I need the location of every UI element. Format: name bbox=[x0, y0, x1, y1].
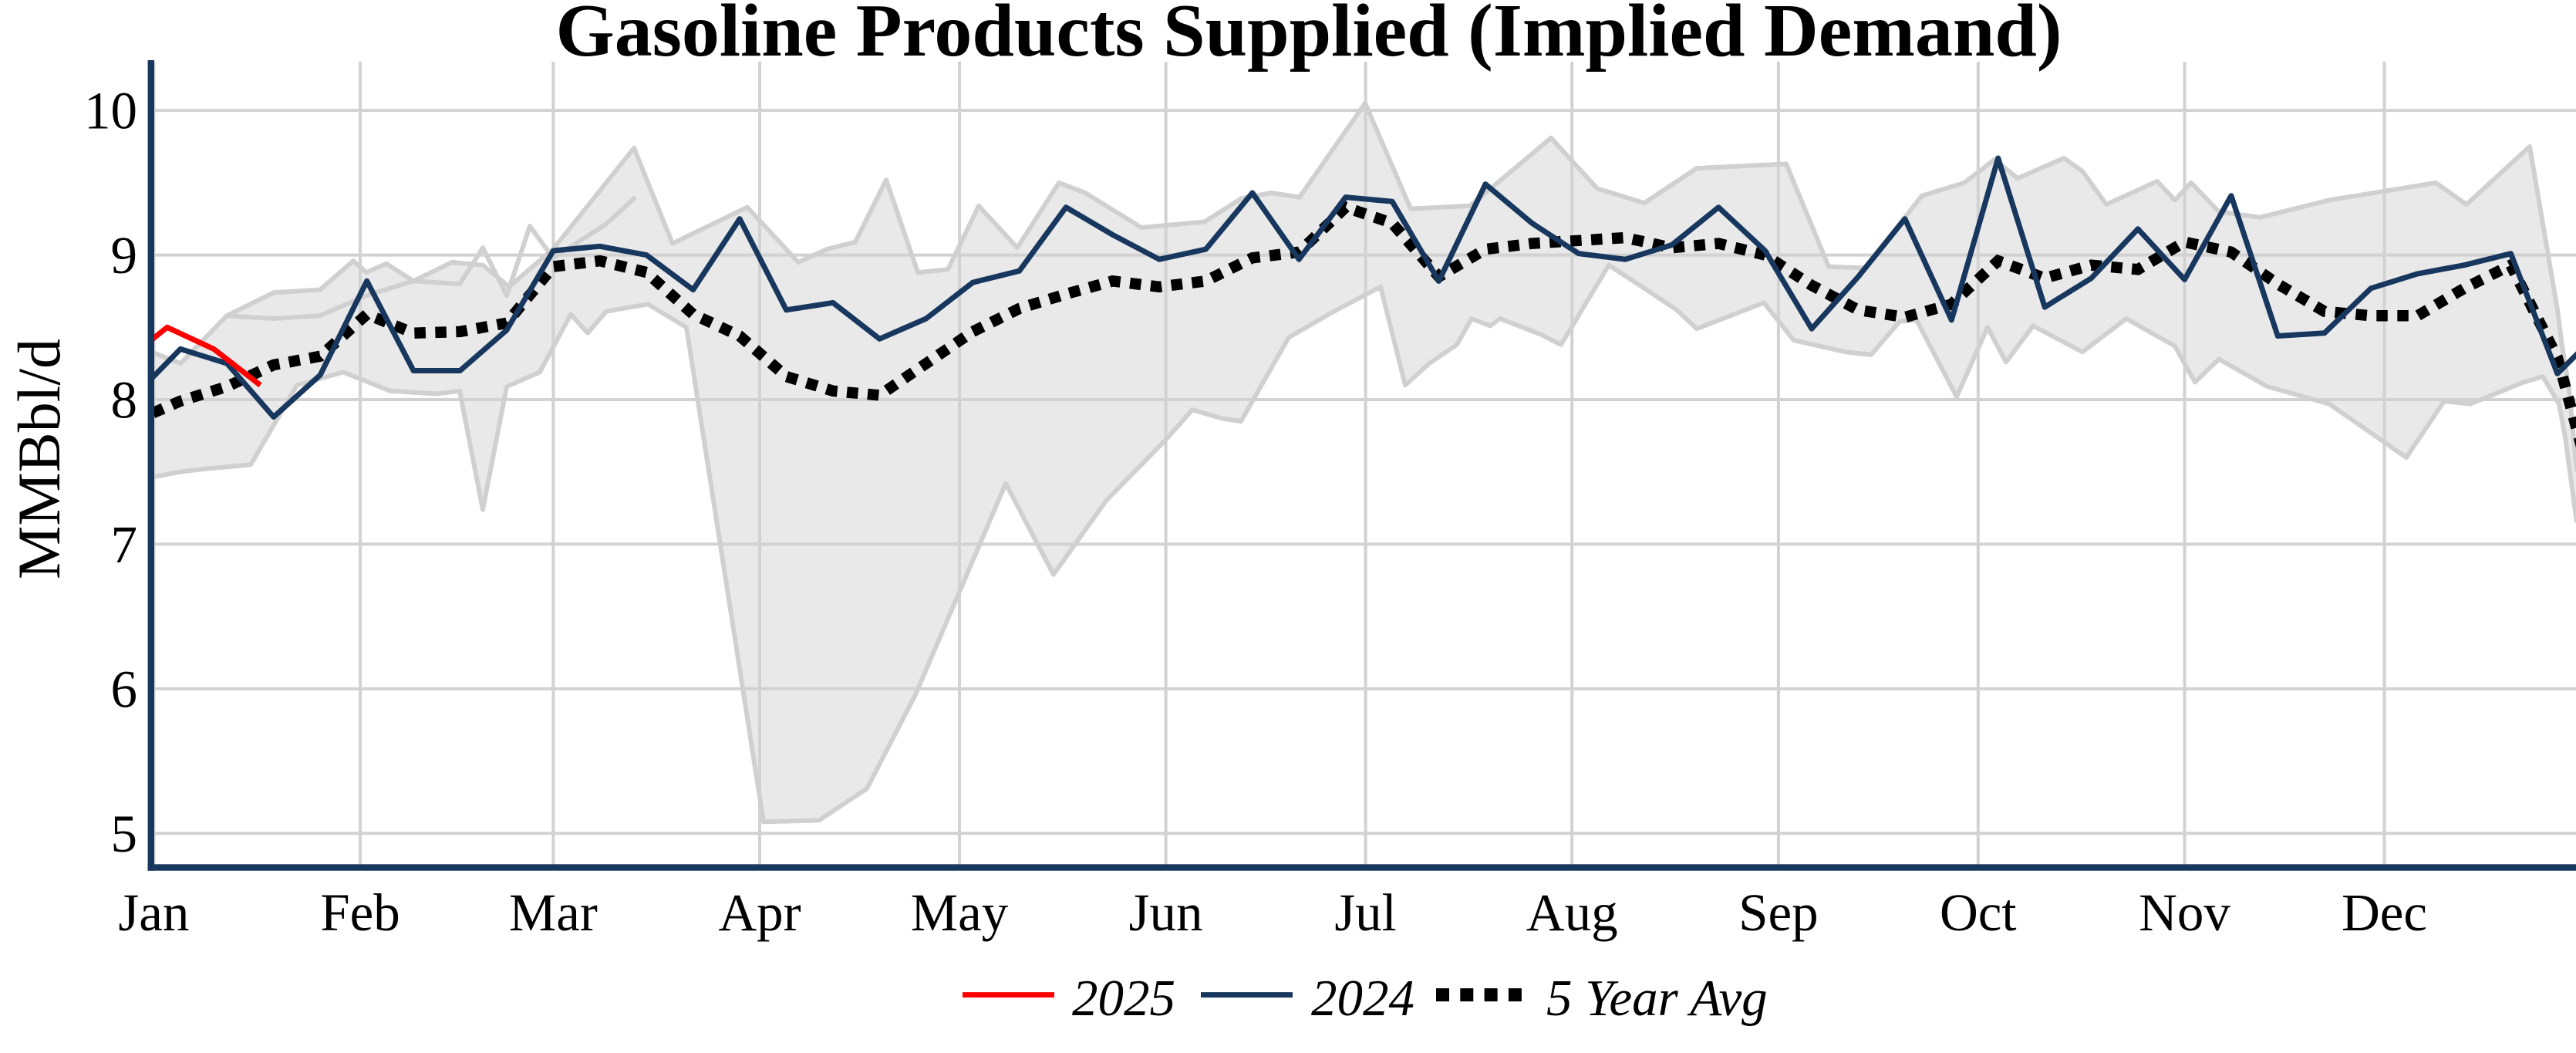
svg-text:May: May bbox=[911, 883, 1009, 942]
svg-text:Nov: Nov bbox=[2139, 883, 2230, 942]
svg-text:Jun: Jun bbox=[1129, 883, 1203, 942]
svg-text:Aug: Aug bbox=[1526, 883, 1618, 942]
svg-text:Sep: Sep bbox=[1738, 883, 1819, 942]
svg-text:2025: 2025 bbox=[1072, 970, 1175, 1027]
svg-text:5: 5 bbox=[111, 805, 138, 863]
svg-text:Oct: Oct bbox=[1940, 883, 2017, 942]
svg-text:Jan: Jan bbox=[118, 883, 189, 942]
svg-text:Gasoline Products Supplied (Im: Gasoline Products Supplied (Implied Dema… bbox=[555, 0, 2062, 73]
svg-text:9: 9 bbox=[111, 226, 138, 285]
svg-text:Dec: Dec bbox=[2342, 883, 2427, 942]
svg-text:Jul: Jul bbox=[1334, 883, 1397, 942]
svg-text:10: 10 bbox=[84, 82, 137, 140]
svg-text:MMBbl/d: MMBbl/d bbox=[5, 339, 72, 579]
svg-text:Feb: Feb bbox=[320, 883, 400, 942]
svg-text:8: 8 bbox=[111, 371, 138, 430]
svg-text:Mar: Mar bbox=[509, 883, 598, 942]
svg-text:5 Year Avg: 5 Year Avg bbox=[1546, 970, 1768, 1027]
svg-text:2024: 2024 bbox=[1311, 970, 1414, 1027]
svg-text:7: 7 bbox=[111, 515, 138, 574]
svg-text:Apr: Apr bbox=[718, 883, 801, 942]
svg-text:6: 6 bbox=[111, 660, 138, 718]
